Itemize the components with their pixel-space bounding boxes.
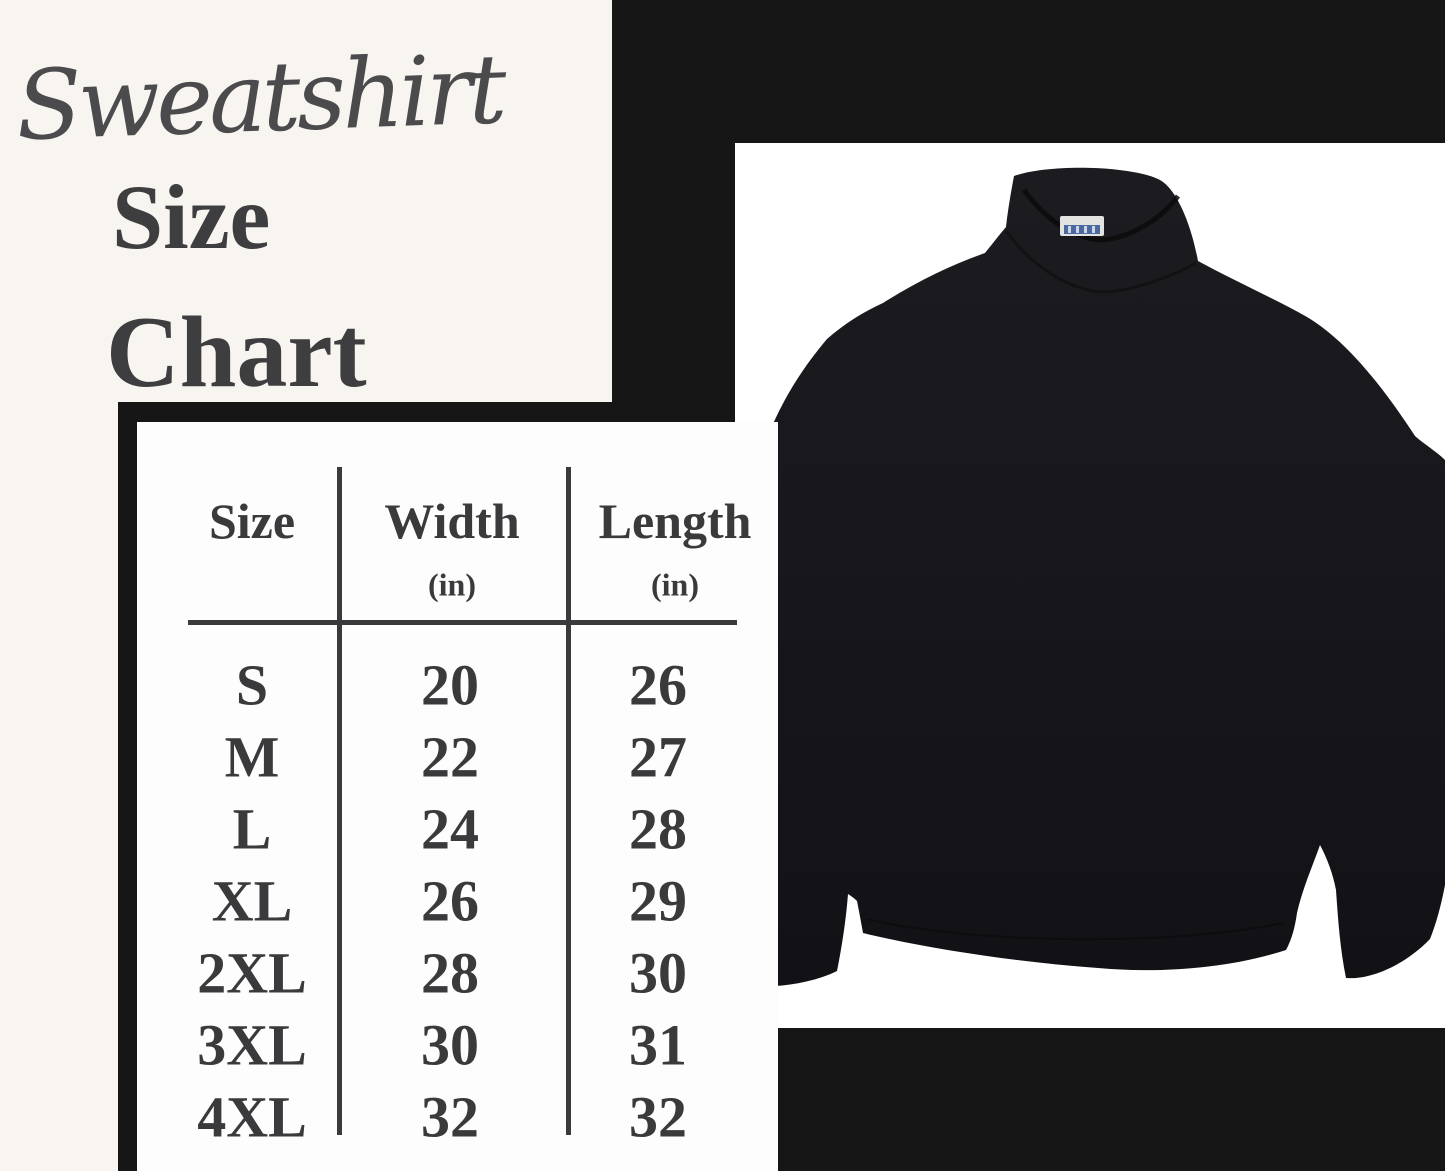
table-cell-size: L	[232, 796, 272, 862]
column-header-width: Width	[384, 493, 520, 549]
table-cell-width: 32	[421, 1084, 479, 1150]
product-photo	[735, 143, 1445, 1028]
table-cell-size: M	[224, 724, 280, 790]
title-word-size: Size	[112, 166, 271, 268]
table-cell-width: 30	[421, 1012, 479, 1078]
hem-seam	[866, 918, 1284, 941]
table-cell-width: 26	[421, 868, 479, 934]
table-cell-size: 2XL	[197, 940, 307, 1006]
table-cell-width: 24	[421, 796, 479, 862]
table-cell-length: 29	[629, 868, 687, 934]
table-cell-size: S	[235, 652, 269, 718]
table-cell-length: 27	[629, 724, 687, 790]
table-cell-size: 3XL	[197, 1012, 307, 1078]
title-word-chart: Chart	[106, 296, 367, 409]
table-cell-length: 26	[629, 652, 687, 718]
table-cell-length: 31	[629, 1012, 687, 1078]
collar-band-seam	[1004, 230, 1197, 294]
column-header-size: Size	[208, 493, 296, 549]
table-cell-length: 28	[629, 796, 687, 862]
table-cell-length: 32	[629, 1084, 687, 1150]
table-column-divider	[337, 467, 342, 1135]
product-type-title: Sweatshirt	[14, 33, 505, 163]
size-chart-panel: Size Width Length (in) (in) S 20 26 M 22…	[137, 422, 778, 1171]
unit-label-width: (in)	[428, 566, 476, 603]
collar-tag	[1060, 216, 1104, 236]
unit-label-length: (in)	[651, 566, 699, 603]
table-cell-width: 28	[421, 940, 479, 1006]
sweatshirt-body	[770, 167, 1445, 986]
table-cell-size: XL	[211, 868, 293, 934]
table-cell-width: 20	[421, 652, 479, 718]
collar-inner-seam	[1021, 188, 1181, 243]
column-header-length: Length	[598, 493, 752, 549]
table-cell-width: 22	[421, 724, 479, 790]
sweatshirt-illustration	[770, 167, 1445, 986]
table-header-rule	[188, 620, 737, 625]
table-cell-size: 4XL	[197, 1084, 307, 1150]
table-cell-length: 30	[629, 940, 687, 1006]
table-column-divider	[566, 467, 571, 1135]
